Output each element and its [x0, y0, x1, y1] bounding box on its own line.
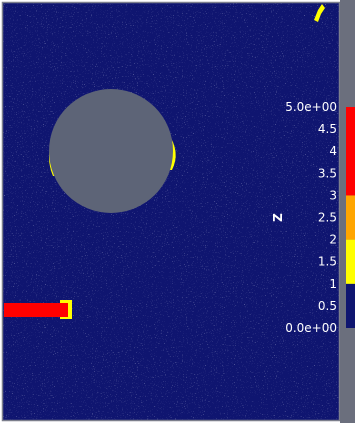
stream-body	[4, 303, 68, 317]
colorbar-tick-label: 2.5	[318, 211, 337, 225]
colorbar-bands	[346, 107, 355, 328]
colorbar-tick-label: 2	[329, 233, 337, 247]
colorbar-tick-label: 1	[329, 277, 337, 291]
field-speckle-texture	[2, 2, 340, 421]
colorbar-tick-label: 4	[329, 144, 337, 158]
colorbar-tick-label: 3	[329, 188, 337, 202]
colorbar-tick-labels: 5.0e+00 4.5 4 3.5 3 2.5 2 1.5 1 0.5 0.0e+00	[285, 100, 337, 335]
circle-right-edge-deposit	[163, 133, 176, 170]
colorbar-band-3	[346, 107, 355, 196]
colorbar-band-1	[346, 239, 355, 284]
circular-obstacle	[49, 89, 176, 213]
viewport-frame	[1, 1, 341, 422]
colorbar-band-0	[346, 283, 355, 328]
colorbar-tick-label: 1.5	[318, 255, 337, 269]
colorbar-band-2	[346, 195, 355, 240]
left-edge-stream	[4, 300, 72, 319]
colorbar-legend: 5.0e+00 4.5 4 3.5 3 2.5 2 1.5 1 0.5 0.0e+00 Z	[271, 100, 355, 335]
colorbar-tick-label: 4.5	[318, 122, 337, 136]
colorbar-tick-label: 3.5	[318, 166, 337, 180]
colorbar-tick-label: 0.5	[318, 299, 337, 313]
colorbar-title: Z	[271, 213, 285, 222]
colorbar-tick-label: 5.0e+00	[285, 100, 337, 114]
obstacle-circle	[49, 89, 173, 213]
colorbar-tick-label: 0.0e+00	[285, 321, 337, 335]
top-right-corner-deposit	[314, 4, 325, 22]
